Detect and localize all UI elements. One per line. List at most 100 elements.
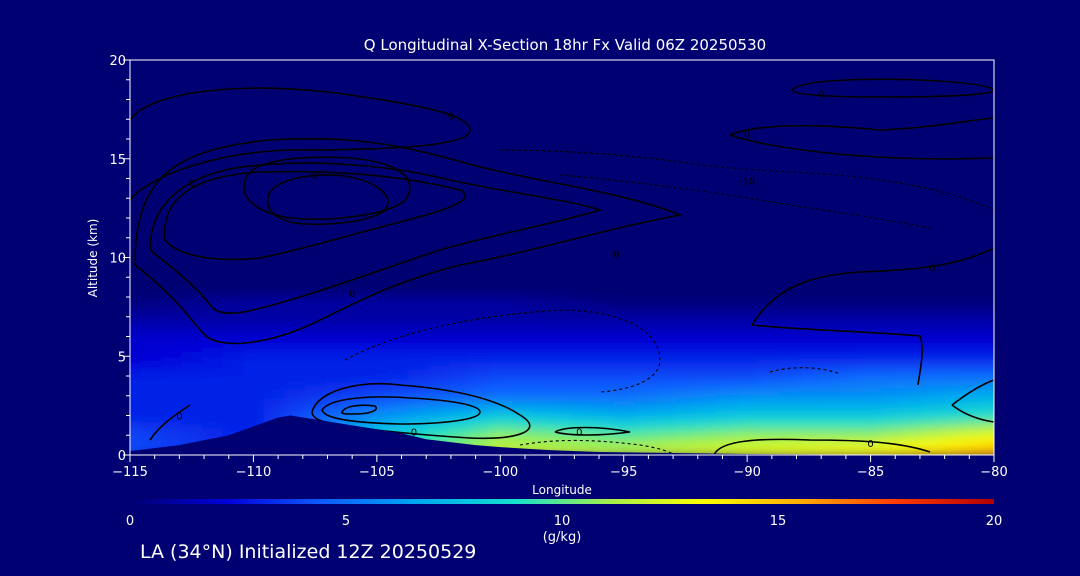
field-cell (654, 315, 677, 320)
field-cell (922, 315, 944, 320)
field-cell (860, 318, 882, 323)
field-cell (346, 423, 368, 428)
field-cell (922, 450, 944, 455)
field-cell (901, 446, 923, 452)
field-cell (716, 436, 738, 442)
field-cell (675, 341, 697, 346)
field-cell (551, 318, 574, 323)
field-cell (510, 371, 533, 376)
field-cell (130, 420, 142, 425)
field-cell (778, 420, 800, 425)
field-cell (654, 371, 677, 376)
contour-label: 0 (349, 289, 355, 300)
field-cell (798, 446, 821, 452)
field-cell (716, 390, 738, 396)
field-cell (839, 298, 862, 303)
field-cell (634, 334, 656, 340)
field-cell (654, 380, 677, 386)
contour-line (713, 438, 931, 455)
field-cell (469, 328, 491, 333)
field-cell (531, 430, 553, 435)
field-cell (901, 433, 923, 438)
field-cell (592, 436, 615, 442)
field-cell (819, 433, 841, 438)
field-cell (243, 410, 265, 415)
field-cell (160, 348, 183, 353)
field-cell (757, 387, 779, 392)
field-cell (551, 387, 574, 392)
field-cell (325, 394, 347, 399)
field-cell (798, 338, 821, 343)
field-cell (942, 423, 965, 428)
field-cell (634, 367, 656, 373)
field-cell (469, 311, 491, 317)
field-cell (243, 371, 265, 376)
field-cell (839, 446, 862, 452)
field-cell (757, 404, 779, 409)
field-cell (366, 354, 389, 359)
field-cell (798, 417, 821, 422)
field-cell (634, 387, 656, 392)
field-cell (634, 348, 656, 353)
field-cell (695, 450, 718, 455)
field-cell (613, 390, 635, 396)
field-cell (880, 446, 903, 452)
field-cell (901, 318, 923, 323)
field-cell (510, 387, 533, 392)
field-cell (222, 354, 245, 359)
contour-line (321, 396, 481, 425)
field-cell (130, 427, 142, 432)
field-cell (819, 301, 841, 307)
field-cell (140, 334, 162, 340)
field-cell (428, 315, 450, 320)
field-cell (654, 413, 677, 419)
contour-line (951, 404, 994, 423)
field-cell (387, 315, 409, 320)
field-cell (222, 417, 245, 422)
field-cell (983, 390, 994, 396)
field-cell (304, 367, 327, 373)
field-cell (428, 377, 450, 382)
field-cell (160, 357, 183, 363)
field-cell (243, 400, 265, 405)
field-cell (222, 361, 245, 366)
field-cell (469, 371, 491, 376)
field-cell (263, 308, 286, 313)
field-cell (160, 367, 183, 373)
field-cell (243, 328, 265, 333)
field-cell (448, 331, 471, 336)
field-cell (304, 331, 327, 336)
field-cell (963, 380, 985, 386)
field-cell (736, 400, 759, 405)
field-cell (675, 298, 697, 303)
field-cell (819, 427, 841, 432)
field-cell (675, 344, 697, 349)
field-cell (922, 374, 944, 379)
field-cell (778, 351, 800, 356)
field-cell (469, 390, 491, 396)
field-cell (469, 420, 491, 425)
field-cell (880, 440, 903, 445)
field-cell (613, 331, 635, 336)
field-cell (654, 430, 677, 435)
field-cell (140, 433, 162, 438)
field-cell (572, 364, 594, 369)
field-cell (366, 371, 389, 376)
field-cell (778, 430, 800, 435)
field-cell (942, 427, 965, 432)
field-cell (860, 305, 882, 310)
field-cell (510, 305, 533, 310)
field-cell (757, 433, 779, 438)
field-cell (510, 443, 533, 448)
field-cell (304, 374, 327, 379)
field-cell (654, 397, 677, 402)
field-cell (695, 305, 718, 310)
field-cell (839, 436, 862, 442)
field-cell (346, 334, 368, 340)
field-cell (819, 377, 841, 382)
field-cell (284, 413, 306, 419)
field-cell (942, 311, 965, 317)
field-cell (490, 400, 512, 405)
field-cell (284, 400, 306, 405)
field-cell (407, 315, 430, 320)
